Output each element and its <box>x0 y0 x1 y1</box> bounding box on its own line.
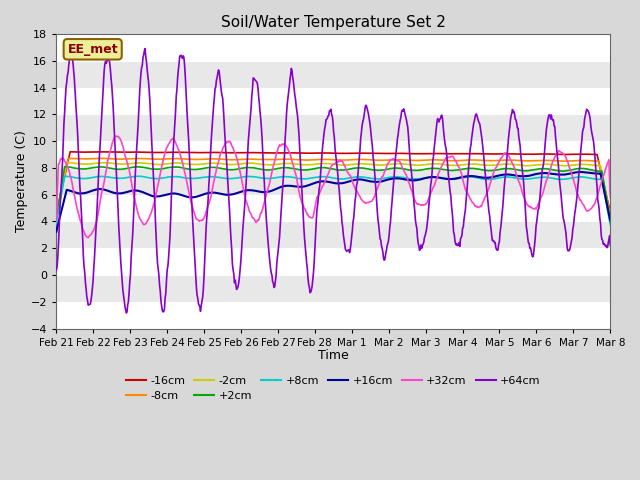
+16cm <box>405 177 413 183</box>
+32cm <box>607 195 614 201</box>
Line: -2cm: -2cm <box>56 162 611 218</box>
-16cm <box>87 149 95 155</box>
Line: +64cm: +64cm <box>56 48 611 313</box>
Bar <box>56 195 611 221</box>
Bar <box>56 114 611 141</box>
+32cm <box>84 235 92 240</box>
+64cm <box>390 175 398 181</box>
Bar <box>56 61 611 87</box>
+64cm <box>86 301 94 307</box>
-16cm <box>474 151 481 156</box>
Bar <box>56 87 611 114</box>
+8cm <box>474 175 481 180</box>
+64cm <box>141 46 149 51</box>
-16cm <box>375 151 383 156</box>
-2cm <box>406 162 413 168</box>
Text: EE_met: EE_met <box>67 43 118 56</box>
+32cm <box>390 156 398 162</box>
-8cm <box>530 158 538 164</box>
-8cm <box>375 157 383 163</box>
X-axis label: Time: Time <box>318 349 349 362</box>
+2cm <box>530 167 538 173</box>
+16cm <box>388 176 396 181</box>
+2cm <box>52 216 60 222</box>
Line: -8cm: -8cm <box>56 158 611 216</box>
-2cm <box>375 162 383 168</box>
+16cm <box>529 172 537 178</box>
+2cm <box>389 165 397 171</box>
Bar <box>56 275 611 302</box>
+32cm <box>474 204 482 210</box>
Bar <box>56 248 611 275</box>
Bar <box>56 141 611 168</box>
+64cm <box>531 241 538 247</box>
+8cm <box>607 222 614 228</box>
-8cm <box>87 156 95 162</box>
+16cm <box>607 217 614 223</box>
+8cm <box>86 175 94 181</box>
+8cm <box>530 175 538 181</box>
+64cm <box>407 163 415 168</box>
-8cm <box>52 212 60 218</box>
-16cm <box>607 209 614 215</box>
+32cm <box>531 206 538 212</box>
+16cm <box>577 169 585 175</box>
+16cm <box>52 229 60 235</box>
+64cm <box>376 229 383 235</box>
Line: +2cm: +2cm <box>56 167 611 221</box>
+64cm <box>474 116 482 122</box>
Line: +32cm: +32cm <box>56 136 611 238</box>
+8cm <box>52 221 60 227</box>
Legend: -16cm, -8cm, -2cm, +2cm, +8cm, +16cm, +32cm, +64cm: -16cm, -8cm, -2cm, +2cm, +8cm, +16cm, +3… <box>122 371 545 406</box>
+2cm <box>474 166 481 172</box>
+64cm <box>607 242 614 248</box>
+2cm <box>375 168 383 173</box>
+2cm <box>607 218 614 224</box>
+16cm <box>374 179 382 185</box>
-2cm <box>474 161 481 167</box>
+8cm <box>375 176 383 182</box>
+2cm <box>61 164 68 169</box>
+8cm <box>389 174 397 180</box>
-16cm <box>530 151 538 157</box>
+8cm <box>135 173 143 179</box>
Bar <box>56 221 611 248</box>
-2cm <box>52 216 60 221</box>
+32cm <box>87 231 95 237</box>
Y-axis label: Temperature (C): Temperature (C) <box>15 131 28 232</box>
-16cm <box>52 210 60 216</box>
-8cm <box>406 157 413 163</box>
Bar <box>56 168 611 195</box>
Line: -16cm: -16cm <box>56 152 611 213</box>
+16cm <box>86 189 94 194</box>
-2cm <box>530 162 538 168</box>
+16cm <box>472 174 480 180</box>
-2cm <box>63 159 71 165</box>
Bar <box>56 302 611 329</box>
+2cm <box>87 165 95 171</box>
+32cm <box>407 185 415 191</box>
Bar <box>56 34 611 61</box>
+64cm <box>52 267 60 273</box>
-2cm <box>389 161 397 167</box>
+64cm <box>122 310 130 316</box>
-8cm <box>64 156 72 161</box>
+32cm <box>376 180 383 186</box>
Line: +8cm: +8cm <box>56 176 611 225</box>
-8cm <box>474 157 481 163</box>
-16cm <box>67 149 74 155</box>
+2cm <box>406 167 413 173</box>
-2cm <box>607 214 614 220</box>
-8cm <box>607 214 614 219</box>
-16cm <box>389 150 397 156</box>
Line: +16cm: +16cm <box>56 172 611 232</box>
Title: Soil/Water Temperature Set 2: Soil/Water Temperature Set 2 <box>221 15 445 30</box>
-8cm <box>389 157 397 163</box>
-2cm <box>87 161 95 167</box>
-16cm <box>406 151 413 156</box>
+32cm <box>112 133 120 139</box>
+32cm <box>52 218 60 224</box>
+8cm <box>406 176 413 181</box>
